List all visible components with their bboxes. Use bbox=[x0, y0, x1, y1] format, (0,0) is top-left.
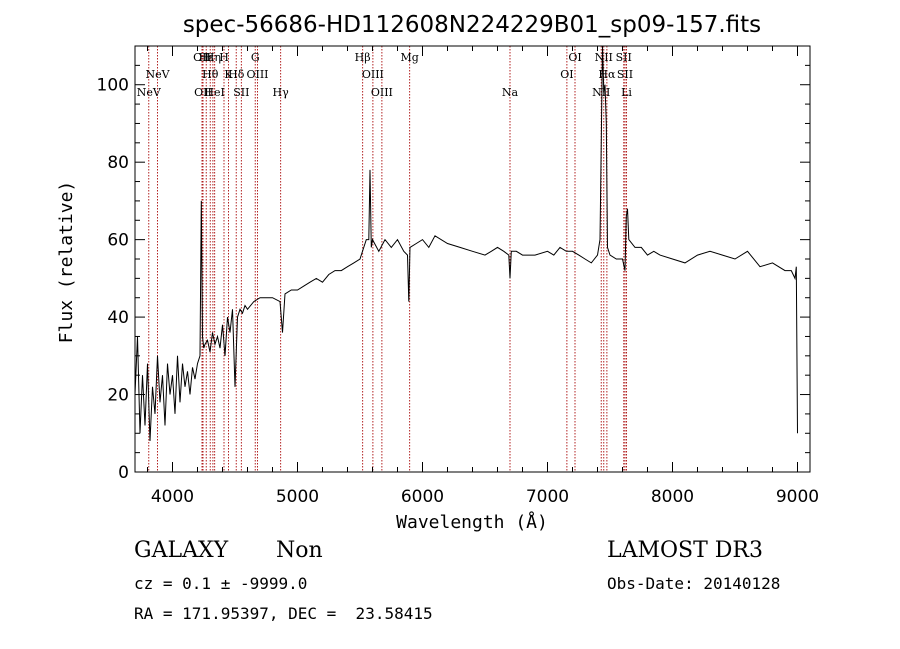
line-marker-label-16: OIII bbox=[362, 68, 384, 81]
x-axis-ticks: 4000 5000 6000 7000 8000 9000 bbox=[147, 46, 819, 507]
line-marker-label-27: Li bbox=[621, 86, 632, 99]
line-marker-label-4: Hε bbox=[199, 51, 215, 64]
x-tick-label: 5000 bbox=[276, 487, 319, 507]
line-marker-label-15: Hβ bbox=[355, 51, 371, 64]
line-marker-label-13: OIII bbox=[246, 68, 268, 81]
line-marker-label-1: NeV bbox=[145, 68, 170, 81]
coord-text: RA = 171.95397, DEC = 23.58415 bbox=[134, 604, 433, 623]
line-marker-label-2: OII bbox=[193, 51, 211, 64]
line-marker-label-9: K bbox=[224, 68, 233, 81]
y-tick-label: 60 bbox=[107, 231, 129, 251]
x-tick-label: 7000 bbox=[526, 487, 569, 507]
line-marker-label-14: Hγ bbox=[273, 86, 290, 99]
y-axis-label: Flux (relative) bbox=[56, 181, 77, 344]
line-marker-label-22: NII bbox=[592, 86, 610, 99]
line-marker-label-20: OI bbox=[560, 68, 573, 81]
survey-label: LAMOST DR3 bbox=[607, 538, 763, 563]
x-tick-label: 8000 bbox=[651, 487, 694, 507]
line-marker-label-8: H bbox=[219, 51, 229, 64]
y-tick-label: 100 bbox=[97, 76, 129, 96]
spectrum-line bbox=[134, 45, 798, 442]
line-marker-label-6: Hη bbox=[205, 51, 221, 64]
cz-text: cz = 0.1 ± -9999.0 bbox=[134, 574, 308, 593]
line-marker-label-7: HeI bbox=[204, 86, 224, 99]
line-marker-labels: NeVNeVOIIOIIHεHθHηHeIHKHδSIIGOIIIHγHβOII… bbox=[137, 51, 633, 99]
y-tick-label: 0 bbox=[118, 463, 129, 483]
line-marker-label-12: G bbox=[251, 51, 260, 64]
line-marker-label-11: SII bbox=[233, 86, 249, 99]
x-tick-label: 4000 bbox=[151, 487, 194, 507]
line-marker-label-23: NII bbox=[595, 51, 613, 64]
line-marker-label-17: OIII bbox=[371, 86, 393, 99]
line-marker-label-19: Na bbox=[502, 86, 519, 99]
x-tick-label: 6000 bbox=[401, 487, 444, 507]
line-marker-label-26: SII bbox=[617, 68, 633, 81]
y-tick-label: 80 bbox=[107, 153, 129, 173]
y-axis-ticks: 0 20 40 60 80 100 bbox=[97, 45, 810, 483]
line-marker-label-24: Hα bbox=[598, 68, 616, 81]
line-marker-label-0: NeV bbox=[137, 86, 162, 99]
obs-date-text: Obs-Date: 20140128 bbox=[607, 574, 781, 593]
y-tick-label: 20 bbox=[107, 386, 129, 406]
subclass-label: Non bbox=[276, 538, 323, 563]
line-markers bbox=[148, 46, 627, 472]
chart-title: spec-56686-HD112608N224229B01_sp09-157.f… bbox=[183, 12, 761, 38]
line-marker-label-5: Hθ bbox=[202, 68, 219, 81]
x-tick-label: 9000 bbox=[776, 487, 819, 507]
line-marker-label-18: Mg bbox=[400, 51, 418, 64]
y-tick-label: 40 bbox=[107, 308, 129, 328]
line-marker-label-10: Hδ bbox=[228, 68, 245, 81]
class-label: GALAXY bbox=[134, 538, 229, 563]
x-axis-label: Wavelength (Å) bbox=[396, 511, 548, 533]
line-marker-label-25: SII bbox=[616, 51, 632, 64]
line-marker-label-3: OII bbox=[194, 86, 212, 99]
line-marker-label-21: OI bbox=[568, 51, 581, 64]
